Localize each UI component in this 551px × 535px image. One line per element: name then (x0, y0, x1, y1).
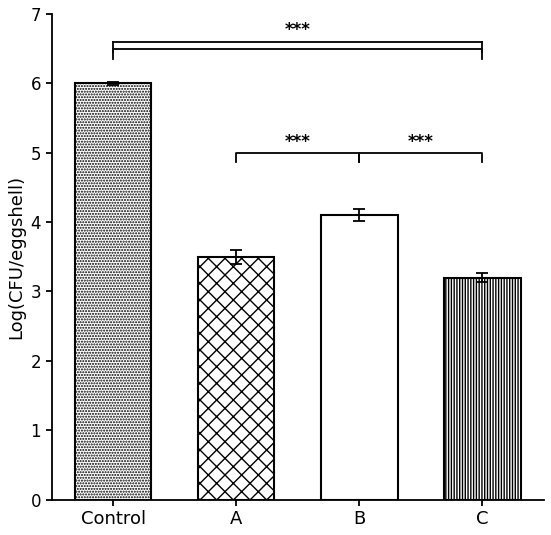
Bar (321, 215, 397, 500)
Y-axis label: Log(CFU/eggshell): Log(CFU/eggshell) (7, 175, 25, 339)
Text: ***: *** (285, 21, 311, 39)
Text: ***: *** (408, 133, 434, 151)
Text: ***: *** (285, 133, 311, 151)
Bar (75, 83, 152, 500)
Bar (444, 278, 521, 500)
Bar (198, 257, 274, 500)
